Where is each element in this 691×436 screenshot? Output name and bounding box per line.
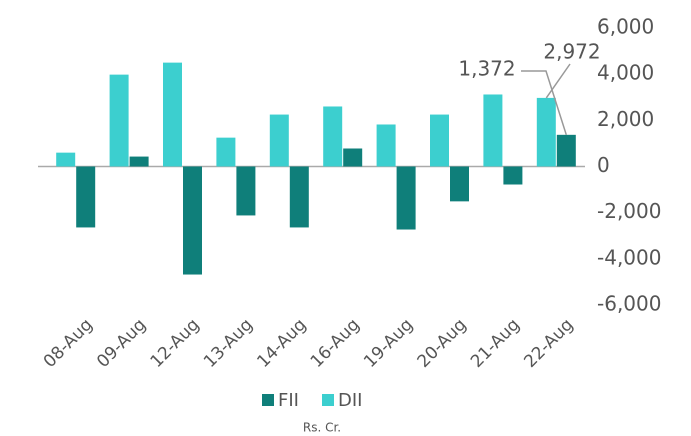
y-tick-label: 2,000	[597, 107, 654, 131]
y-tick-label: -2,000	[597, 199, 661, 223]
bar	[56, 152, 76, 167]
legend-swatch	[322, 394, 334, 406]
bar	[556, 134, 576, 167]
data-label: 1,372	[458, 57, 515, 81]
bar	[376, 124, 396, 167]
bar	[269, 114, 289, 167]
bar	[183, 166, 202, 275]
bar	[483, 94, 503, 167]
bar	[163, 62, 182, 167]
bar	[216, 137, 236, 167]
bar	[343, 148, 363, 167]
y-tick-label: 4,000	[597, 61, 654, 85]
x-tick-label: 09-Aug	[93, 315, 150, 372]
x-tick-label: 19-Aug	[360, 315, 417, 372]
x-tick-label: 08-Aug	[40, 315, 97, 372]
legend-label: DII	[338, 390, 362, 411]
x-tick-label: 16-Aug	[307, 315, 364, 372]
legend-label: FII	[278, 390, 299, 411]
bar	[76, 166, 96, 228]
y-tick-label: -4,000	[597, 245, 661, 269]
bar	[396, 166, 416, 230]
x-tick-label: 13-Aug	[200, 315, 257, 372]
bar	[236, 166, 256, 216]
y-tick-label: -6,000	[597, 292, 661, 316]
x-tick-label: 22-Aug	[520, 315, 577, 372]
data-label: 2,972	[543, 40, 600, 64]
y-tick-label: 6,000	[597, 15, 654, 39]
x-tick-label: 12-Aug	[147, 315, 204, 372]
bar	[536, 97, 556, 167]
x-tick-label: 14-Aug	[253, 315, 310, 372]
x-axis-label: Rs. Cr.	[303, 421, 341, 435]
bar	[109, 74, 129, 167]
bar	[503, 166, 523, 185]
bar	[430, 114, 449, 167]
bar	[129, 156, 149, 167]
x-tick-label: 21-Aug	[467, 315, 524, 372]
bar	[289, 166, 309, 228]
bar	[450, 166, 469, 202]
leader-line	[521, 70, 568, 136]
leader-line	[545, 63, 571, 99]
legend-swatch	[262, 394, 274, 406]
x-tick-label: 20-Aug	[414, 315, 471, 372]
y-tick-label: 0	[597, 153, 610, 177]
bar	[323, 106, 343, 167]
